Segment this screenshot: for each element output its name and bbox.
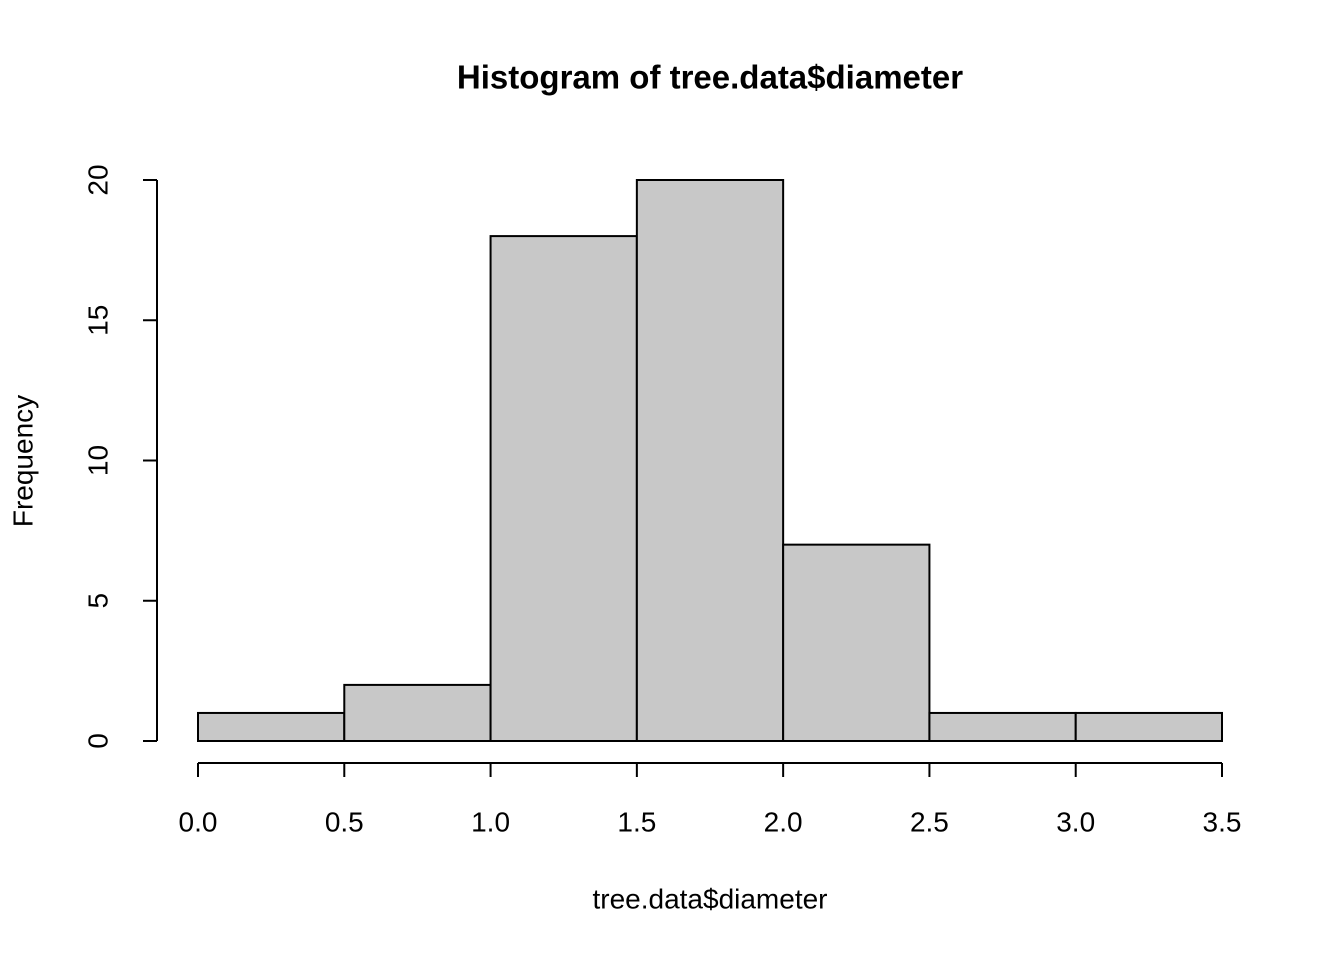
bar [1074, 711, 1223, 743]
x-tick-label: 0.5 [325, 806, 364, 837]
x-tick-label: 0.0 [179, 806, 218, 837]
x-tick-label: 3.0 [1056, 806, 1095, 837]
chart-title: Histogram of tree.data$diameter [457, 59, 963, 96]
bar [782, 543, 931, 743]
x-tick-label: 2.0 [764, 806, 803, 837]
y-tick-label: 10 [82, 445, 113, 476]
x-tick-label: 2.5 [910, 806, 949, 837]
y-tick-label: 5 [82, 593, 113, 609]
bar [928, 711, 1077, 743]
y-axis-label: Frequency [7, 395, 38, 527]
bar [197, 711, 346, 743]
x-tick-label: 1.5 [617, 806, 656, 837]
bar [489, 235, 638, 742]
y-tick-label: 0 [82, 733, 113, 749]
x-tick-label: 1.0 [471, 806, 510, 837]
bar [343, 683, 492, 743]
x-axis-label: tree.data$diameter [592, 883, 827, 914]
y-tick-label: 15 [82, 305, 113, 336]
x-tick-label: 3.5 [1203, 806, 1242, 837]
y-tick-label: 20 [82, 164, 113, 195]
bar [635, 179, 785, 742]
